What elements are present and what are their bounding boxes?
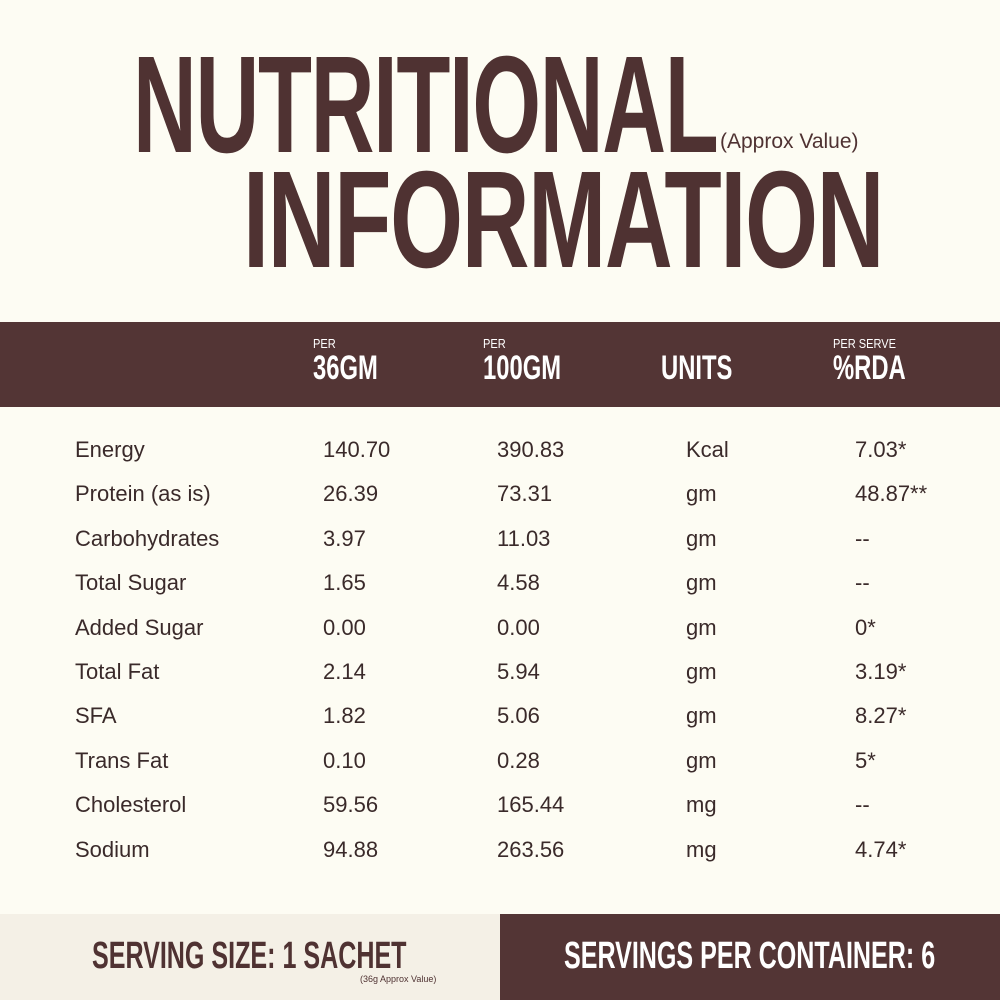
- header-per-36gm: PER 36GM: [313, 336, 406, 385]
- table-row: SFA 1.82 5.06 gm 8.27*: [0, 703, 1000, 747]
- table-row: Total Fat 2.14 5.94 gm 3.19*: [0, 659, 1000, 703]
- nutrient-name: Trans Fat: [75, 747, 169, 773]
- unit: gm: [686, 481, 717, 507]
- per-36gm-value: 94.88: [323, 836, 379, 862]
- table-row: Protein (as is) 26.39 73.31 gm 48.87**: [0, 481, 1000, 525]
- serving-size-panel: SERVING SIZE: 1 SACHET (36g Approx Value…: [0, 914, 500, 1000]
- per-100gm-value: 11.03: [497, 525, 551, 551]
- per-36gm-value: 0.00: [323, 614, 366, 640]
- unit: gm: [686, 614, 717, 640]
- per-36gm-value: 59.56: [323, 792, 379, 818]
- nutrient-name: Carbohydrates: [75, 525, 220, 551]
- rda-value: 7.03*: [855, 437, 907, 462]
- per-36gm-value: 1.82: [323, 703, 366, 729]
- rda-value: 0*: [855, 614, 876, 640]
- per-100gm-value: 4.58: [497, 570, 540, 596]
- per-100gm-value: 390.83: [497, 437, 565, 462]
- nutrient-name: Total Sugar: [75, 570, 187, 596]
- table-row: Carbohydrates 3.97 11.03 gm --: [0, 526, 1000, 570]
- rda-value: --: [855, 525, 870, 551]
- header-big: 36GM: [313, 349, 378, 387]
- per-100gm-value: 0.00: [497, 614, 540, 640]
- rda-value: 8.27*: [855, 703, 907, 729]
- nutrient-name: Total Fat: [75, 659, 160, 684]
- title-line-2: INFORMATION: [243, 143, 884, 297]
- table-row: Trans Fat 0.10 0.28 gm 5*: [0, 748, 1000, 792]
- per-36gm-value: 0.10: [323, 747, 366, 773]
- serving-size: SERVING SIZE: 1 SACHET: [92, 935, 407, 977]
- table-row: Energy 140.70 390.83 Kcal 7.03*: [0, 437, 1000, 481]
- nutrient-name: Added Sugar: [75, 614, 204, 640]
- nutrient-name: Sodium: [75, 836, 150, 862]
- unit: gm: [686, 570, 717, 596]
- nutrient-name: Cholesterol: [75, 792, 187, 818]
- nutrient-name: Protein (as is): [75, 481, 211, 507]
- unit: gm: [686, 747, 717, 773]
- servings-per-container: SERVINGS PER CONTAINER: 6: [564, 935, 936, 977]
- table-row: Total Sugar 1.65 4.58 gm --: [0, 570, 1000, 614]
- per-36gm-value: 1.65: [323, 570, 366, 596]
- per-100gm-value: 263.56: [497, 836, 565, 862]
- header-small: PER: [483, 336, 506, 351]
- header-units: UNITS: [661, 336, 763, 385]
- rda-value: 4.74*: [855, 836, 907, 862]
- table-row: Cholesterol 59.56 165.44 mg --: [0, 792, 1000, 836]
- table-header: PER 36GM PER 100GM UNITS PER SERVE %RDA: [0, 322, 1000, 407]
- table-row: Added Sugar 0.00 0.00 gm 0*: [0, 615, 1000, 659]
- unit: gm: [686, 659, 717, 684]
- unit: Kcal: [686, 437, 729, 462]
- header-small: PER: [313, 336, 336, 351]
- nutrient-name: SFA: [75, 703, 117, 729]
- rda-value: --: [855, 792, 870, 818]
- unit: mg: [686, 792, 717, 818]
- unit: gm: [686, 525, 717, 551]
- per-36gm-value: 26.39: [323, 481, 379, 507]
- rda-value: 48.87**: [855, 481, 928, 507]
- per-100gm-value: 5.94: [497, 659, 540, 684]
- per-36gm-value: 140.70: [323, 437, 391, 462]
- rda-value: 5*: [855, 747, 876, 773]
- rda-value: 3.19*: [855, 659, 907, 684]
- servings-per-container-panel: SERVINGS PER CONTAINER: 6: [500, 914, 1000, 1000]
- per-100gm-value: 73.31: [497, 481, 553, 507]
- header-small: PER SERVE: [833, 336, 897, 351]
- per-100gm-value: 5.06: [497, 703, 540, 729]
- header-rda: PER SERVE %RDA: [833, 336, 937, 385]
- per-100gm-value: 0.28: [497, 747, 540, 773]
- table-row: Sodium 94.88 263.56 mg 4.74*: [0, 837, 1000, 881]
- header-big: %RDA: [833, 349, 906, 387]
- header-big: UNITS: [661, 349, 733, 387]
- serving-note: (36g Approx Value): [360, 974, 437, 984]
- per-100gm-value: 165.44: [497, 792, 565, 818]
- rda-value: --: [855, 570, 870, 596]
- per-36gm-value: 2.14: [323, 659, 366, 684]
- title-line-1: NUTRITIONAL: [133, 28, 719, 182]
- header-big: 100GM: [483, 349, 562, 387]
- nutrient-name: Energy: [75, 437, 145, 462]
- unit: mg: [686, 836, 717, 862]
- approx-note: (Approx Value): [720, 130, 859, 153]
- unit: gm: [686, 703, 717, 729]
- per-36gm-value: 3.97: [323, 525, 366, 551]
- header-per-100gm: PER 100GM: [483, 336, 595, 385]
